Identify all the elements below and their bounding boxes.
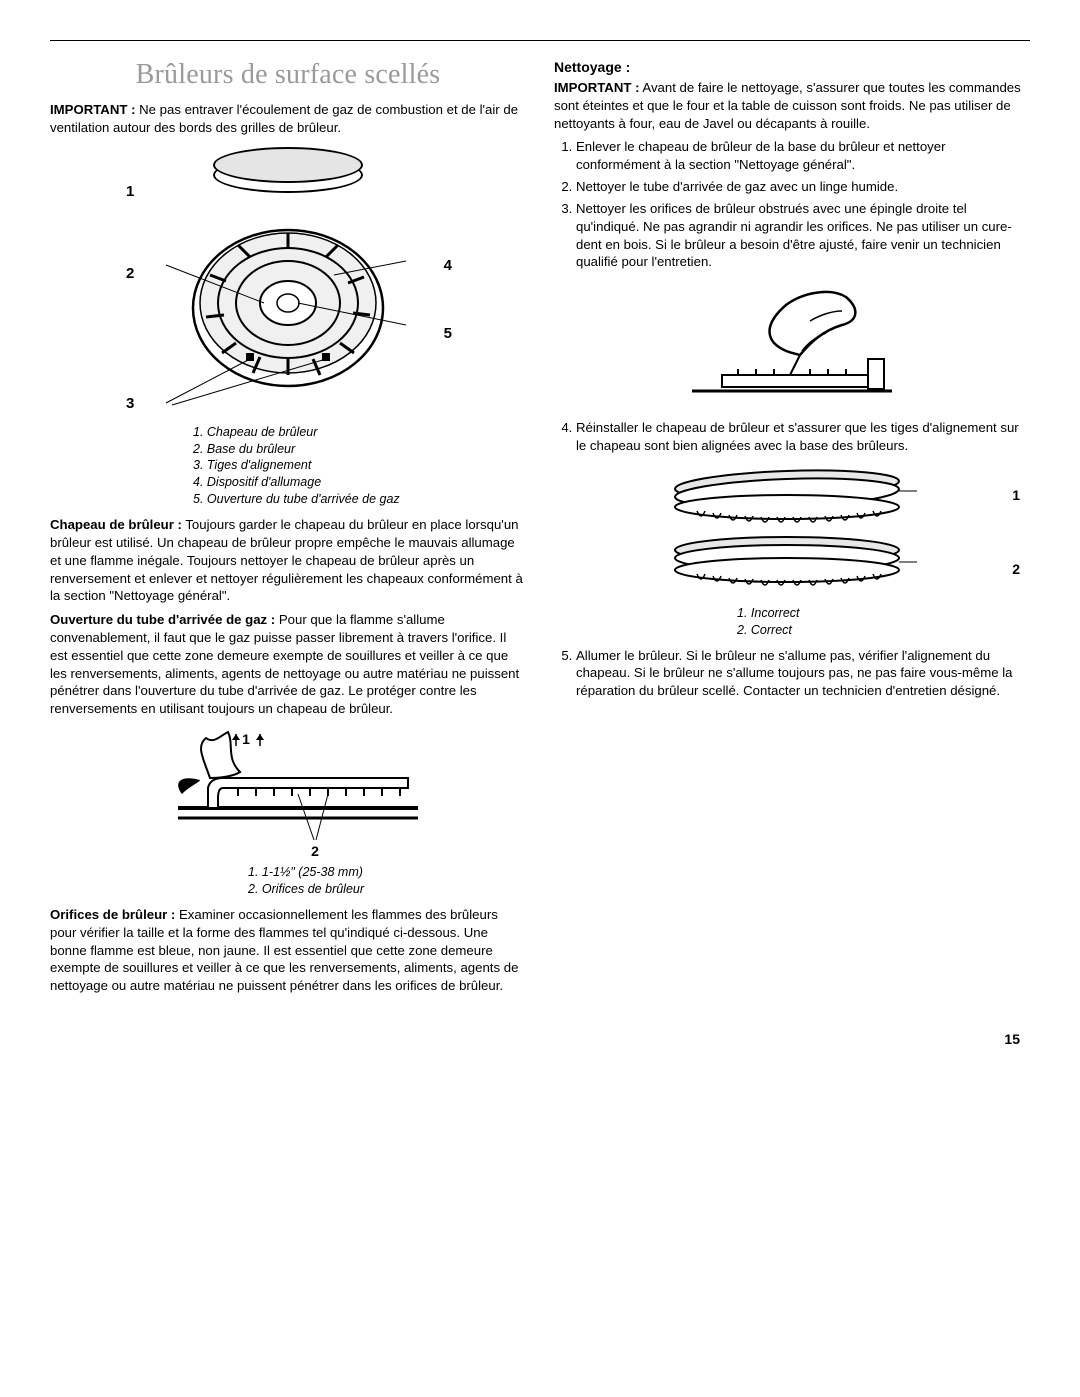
fig4-caption: 1. Incorrect 2. Correct <box>737 605 847 639</box>
left-important: IMPORTANT : Ne pas entraver l'écoulement… <box>50 101 526 137</box>
fig2-caption: 1. 1-1½" (25-38 mm) 2. Orifices de brûle… <box>248 864 448 898</box>
ouverture-text: Pour que la flamme s'allume convenableme… <box>50 612 519 716</box>
nettoyage-heading: Nettoyage : <box>554 59 1030 75</box>
orifices-label: Orifices de brûleur : <box>50 907 175 922</box>
step-5-list: Allumer le brûleur. Si le brûleur ne s'a… <box>554 647 1030 700</box>
ouverture-label: Ouverture du tube d'arrivée de gaz : <box>50 612 275 627</box>
right-important-label: IMPORTANT : <box>554 80 639 95</box>
figure-burner-parts: 1 2 3 4 5 <box>50 147 526 509</box>
cap-correct-svg <box>667 532 917 594</box>
hand-svg <box>682 281 902 411</box>
main-title: Brûleurs de surface scellés <box>50 59 526 91</box>
step-3: Nettoyer les orifices de brûleur obstrué… <box>576 200 1030 271</box>
page-number: 15 <box>50 1031 1030 1047</box>
svg-text:1: 1 <box>242 731 250 747</box>
top-rule <box>50 40 1030 41</box>
fig1-label-1: 1 <box>126 183 134 200</box>
para-chapeau: Chapeau de brûleur : Toujours garder le … <box>50 516 526 605</box>
para-ouverture: Ouverture du tube d'arrivée de gaz : Pou… <box>50 611 526 718</box>
step-4: Réinstaller le chapeau de brûleur et s'a… <box>576 419 1030 455</box>
fig4-label-2: 2 <box>1012 561 1020 577</box>
important-label: IMPORTANT : <box>50 102 135 117</box>
fig4-label-1: 1 <box>1012 487 1020 503</box>
step-5: Allumer le brûleur. Si le brûleur ne s'a… <box>576 647 1030 700</box>
figure-correct-incorrect: 1 2 <box>554 465 1030 639</box>
fig1-label-5: 5 <box>444 325 452 342</box>
fig2-label-2: 2 <box>311 843 319 858</box>
para-orifices: Orifices de brûleur : Examiner occasionn… <box>50 906 526 995</box>
step-4-list: Réinstaller le chapeau de brûleur et s'a… <box>554 419 1030 455</box>
left-column: Brûleurs de surface scellés IMPORTANT : … <box>50 59 526 1001</box>
figure-hand-cleaning <box>554 281 1030 411</box>
right-important: IMPORTANT : Avant de faire le nettoyage,… <box>554 79 1030 132</box>
fig1-label-2: 2 <box>126 265 134 282</box>
fig1-label-4: 4 <box>444 257 452 274</box>
burner-cap-icon <box>213 147 363 195</box>
steps-1to3: Enlever le chapeau de brûleur de la base… <box>554 138 1030 271</box>
step-1: Enlever le chapeau de brûleur de la base… <box>576 138 1030 174</box>
fig1-label-3: 3 <box>126 395 134 412</box>
right-column: Nettoyage : IMPORTANT : Avant de faire l… <box>554 59 1030 1001</box>
fig1-caption: 1. Chapeau de brûleur 2. Base du brûleur… <box>193 424 483 508</box>
step-2: Nettoyer le tube d'arrivée de gaz avec u… <box>576 178 1030 196</box>
burner-base-svg <box>148 203 428 413</box>
flame-svg: 1 2 <box>148 728 428 858</box>
cap-incorrect-svg <box>667 465 917 527</box>
chapeau-label: Chapeau de brûleur : <box>50 517 182 532</box>
figure-flame: 1 2 1. 1-1½" (25-38 mm) 2. Orifices de b… <box>50 728 526 898</box>
